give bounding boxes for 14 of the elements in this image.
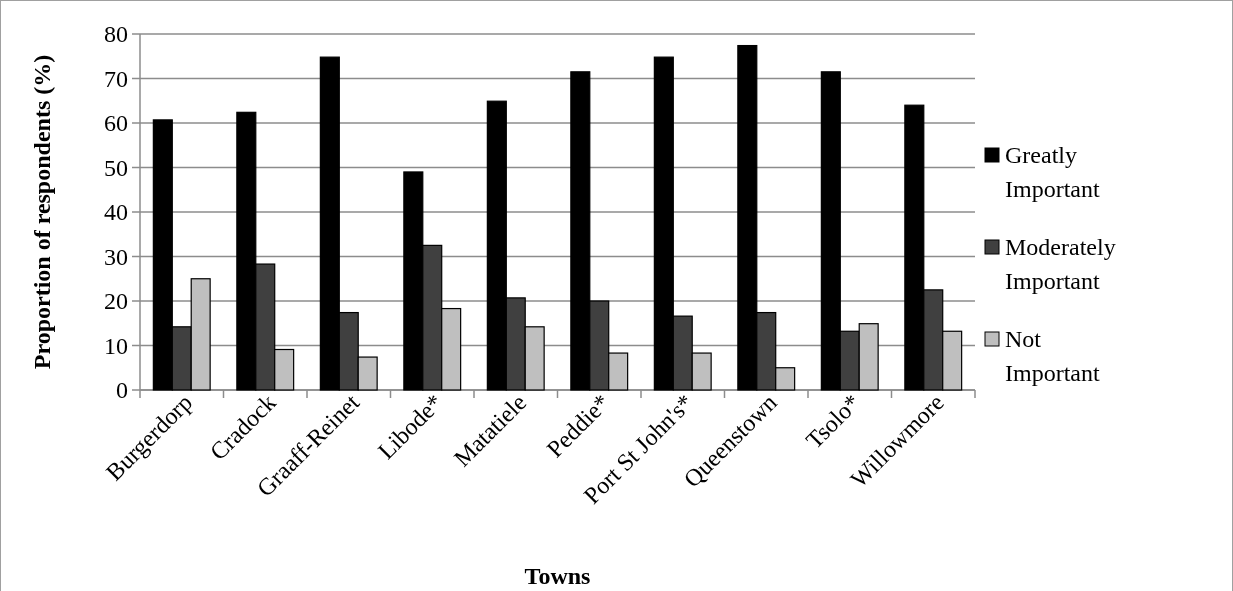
legend-label: Not Important xyxy=(1005,326,1100,387)
legend-label: Greatly Important xyxy=(1005,142,1100,203)
y-tick-label: 20 xyxy=(104,288,128,315)
y-tick-label: 10 xyxy=(104,332,128,359)
x-axis-title: Towns xyxy=(524,563,591,589)
y-tick-label: 40 xyxy=(104,199,128,226)
y-tick-label: 70 xyxy=(104,65,128,92)
y-tick-label: 60 xyxy=(104,110,128,137)
y-tick-label: 80 xyxy=(104,21,128,48)
y-tick-label: 50 xyxy=(104,154,128,181)
y-tick-label: 30 xyxy=(104,243,128,270)
y-tick-label: 0 xyxy=(116,377,128,404)
legend-label: Moderately Important xyxy=(1005,234,1116,295)
y-axis-title: Proportion of respondents (%) xyxy=(29,54,55,370)
